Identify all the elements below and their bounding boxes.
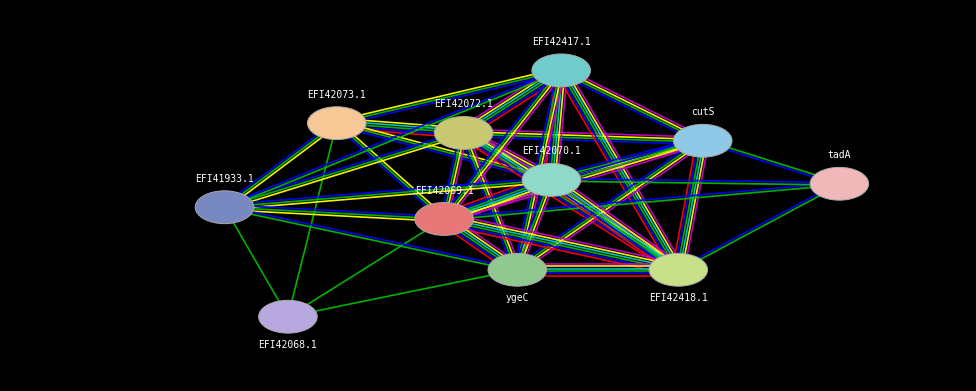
Text: EFI42068.1: EFI42068.1	[259, 340, 317, 350]
Ellipse shape	[522, 163, 581, 196]
Text: tadA: tadA	[828, 150, 851, 160]
Ellipse shape	[810, 167, 869, 200]
Ellipse shape	[259, 300, 317, 333]
Text: EFI42418.1: EFI42418.1	[649, 293, 708, 303]
Text: EFI42072.1: EFI42072.1	[434, 99, 493, 109]
Ellipse shape	[434, 117, 493, 149]
Ellipse shape	[415, 203, 473, 235]
Text: ygeC: ygeC	[506, 293, 529, 303]
Text: EFI42070.1: EFI42070.1	[522, 146, 581, 156]
Ellipse shape	[673, 124, 732, 157]
Text: EFI41933.1: EFI41933.1	[195, 174, 254, 184]
Text: EFI42073.1: EFI42073.1	[307, 90, 366, 100]
Ellipse shape	[532, 54, 590, 87]
Ellipse shape	[307, 107, 366, 140]
Ellipse shape	[488, 253, 547, 286]
Text: EFI42069.1: EFI42069.1	[415, 185, 473, 196]
Ellipse shape	[649, 253, 708, 286]
Text: EFI42417.1: EFI42417.1	[532, 37, 590, 47]
Ellipse shape	[195, 191, 254, 224]
Text: cutS: cutS	[691, 107, 714, 117]
